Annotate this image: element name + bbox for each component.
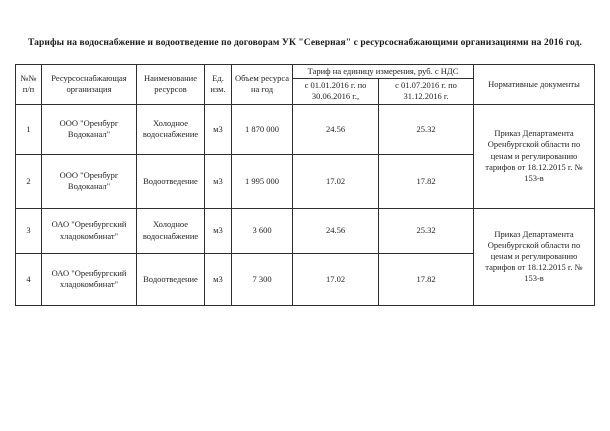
cell-org: ООО "Оренбург Водоканал" <box>41 103 137 155</box>
table-row: 2 ООО "Оренбург Водоканал" Водоотведение… <box>15 153 595 209</box>
cell-unit: м3 <box>204 103 232 155</box>
header-row-top: №№ п/п Ресурсоснабжающая организация Наи… <box>15 63 596 105</box>
col-header-org: Ресурсоснабжающая организация <box>41 64 137 105</box>
cell-resource: Холодное водоснабжение <box>136 207 205 254</box>
cell-docs-group1: Приказ Департамента Оренбургской области… <box>473 103 596 209</box>
col-header-period2: с 01.07.2016 г. по 31.12.2016 г. <box>377 78 475 105</box>
cell-unit: м3 <box>204 207 232 254</box>
cell-tariff1: 24.56 <box>292 207 379 254</box>
cell-volume: 1 995 000 <box>231 153 293 209</box>
col-header-period1: с 01.01.2016 г. по 30.06.2016 г., <box>292 78 379 105</box>
cell-tariff1: 17.02 <box>292 153 379 209</box>
cell-resource: Водоотведение <box>136 153 205 209</box>
cell-org: ОАО "Оренбургский хладокомбинат" <box>41 252 137 306</box>
col-header-docs: Нормативные документы <box>473 64 596 105</box>
cell-volume: 3 600 <box>231 207 293 254</box>
cell-unit: м3 <box>204 252 232 306</box>
cell-volume: 7 300 <box>231 252 293 306</box>
cell-tariff1: 17.02 <box>292 252 379 306</box>
cell-tariff2: 17.82 <box>377 153 475 209</box>
cell-tariff2: 25.32 <box>377 207 475 254</box>
col-header-volume: Объем ресурса на год <box>231 64 293 105</box>
col-header-unit: Ед. изм. <box>204 64 232 105</box>
cell-num: 2 <box>15 153 42 209</box>
col-header-resource: Наименование ресурсов <box>136 64 205 105</box>
col-header-num: №№ п/п <box>15 64 42 105</box>
cell-resource: Водоотведение <box>136 252 205 306</box>
cell-num: 3 <box>15 207 42 254</box>
tariff-table: №№ п/п Ресурсоснабжающая организация Наи… <box>15 63 596 306</box>
cell-volume: 1 870 000 <box>231 103 293 155</box>
col-header-tariff-group: Тариф на единицу измерения, руб. с НДС <box>291 63 475 80</box>
cell-tariff2: 25.32 <box>377 103 475 155</box>
cell-resource: Холодное водоснабжение <box>136 103 205 155</box>
cell-tariff1: 24.56 <box>292 103 379 155</box>
header-row-sub: с 01.01.2016 г. по 30.06.2016 г., с 01.0… <box>16 78 595 105</box>
cell-org: ООО "Оренбург Водоканал" <box>41 153 137 209</box>
table-row: 4 ОАО "Оренбургский хладокомбинат" Водоо… <box>15 252 595 306</box>
table-row: 1 ООО "Оренбург Водоканал" Холодное водо… <box>15 103 596 209</box>
cell-num: 1 <box>15 103 42 155</box>
cell-unit: м3 <box>204 153 232 209</box>
document-title: Тарифы на водоснабжение и водоотведение … <box>27 38 583 48</box>
cell-docs-group2: Приказ Департамента Оренбургской области… <box>473 207 596 306</box>
cell-org: ОАО "Оренбургский хладокомбинат" <box>41 207 137 254</box>
cell-num: 4 <box>15 252 42 306</box>
cell-tariff2: 17.82 <box>377 252 475 306</box>
table-row: 3 ОАО "Оренбургский хладокомбинат" Холод… <box>15 207 596 306</box>
